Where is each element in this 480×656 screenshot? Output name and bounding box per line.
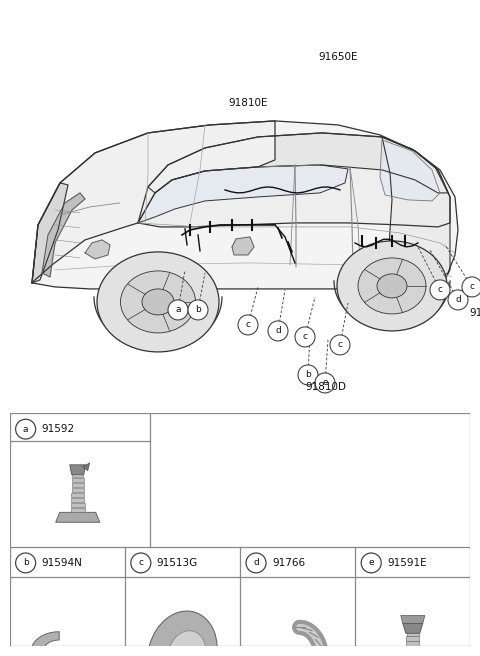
Text: e: e xyxy=(369,558,374,567)
Circle shape xyxy=(448,290,468,310)
Text: 91810D: 91810D xyxy=(305,382,347,392)
Polygon shape xyxy=(72,473,84,477)
Polygon shape xyxy=(407,631,419,636)
Circle shape xyxy=(330,335,350,355)
Polygon shape xyxy=(70,465,86,475)
Circle shape xyxy=(361,553,381,573)
Polygon shape xyxy=(71,508,85,512)
Text: d: d xyxy=(275,327,281,335)
Text: 91650E: 91650E xyxy=(318,52,358,62)
Text: d: d xyxy=(253,558,259,567)
Polygon shape xyxy=(32,121,458,289)
Polygon shape xyxy=(72,478,84,482)
Text: c: c xyxy=(302,333,308,341)
Polygon shape xyxy=(148,133,448,193)
Polygon shape xyxy=(138,133,450,227)
Circle shape xyxy=(168,300,188,320)
Polygon shape xyxy=(406,641,420,646)
Text: 91766: 91766 xyxy=(272,558,305,568)
Ellipse shape xyxy=(120,271,195,333)
Circle shape xyxy=(295,327,315,347)
Polygon shape xyxy=(406,651,420,656)
Polygon shape xyxy=(232,237,254,255)
Text: b: b xyxy=(305,371,311,379)
Circle shape xyxy=(315,373,335,393)
Text: 91810E: 91810E xyxy=(228,98,268,108)
Polygon shape xyxy=(83,463,90,471)
Polygon shape xyxy=(382,137,450,289)
Ellipse shape xyxy=(337,241,447,331)
Polygon shape xyxy=(380,140,440,201)
Text: a: a xyxy=(175,306,181,314)
Polygon shape xyxy=(72,488,84,492)
Text: e: e xyxy=(322,379,328,388)
Circle shape xyxy=(188,300,208,320)
Circle shape xyxy=(16,419,36,439)
Polygon shape xyxy=(407,636,419,641)
Polygon shape xyxy=(71,503,84,507)
Polygon shape xyxy=(406,646,420,651)
Polygon shape xyxy=(401,615,425,623)
Text: c: c xyxy=(437,285,443,295)
Polygon shape xyxy=(71,498,84,502)
Polygon shape xyxy=(56,512,100,522)
Polygon shape xyxy=(85,240,110,259)
Ellipse shape xyxy=(142,289,174,315)
Ellipse shape xyxy=(167,630,206,656)
Text: 91591E: 91591E xyxy=(387,558,427,568)
Text: b: b xyxy=(23,558,28,567)
Text: c: c xyxy=(138,558,144,567)
Text: 91592: 91592 xyxy=(42,424,75,434)
Circle shape xyxy=(268,321,288,341)
Text: c: c xyxy=(337,340,343,350)
Ellipse shape xyxy=(358,258,426,314)
Text: a: a xyxy=(23,424,28,434)
Text: 91650D: 91650D xyxy=(469,308,480,318)
Circle shape xyxy=(246,553,266,573)
Circle shape xyxy=(16,553,36,573)
Circle shape xyxy=(238,315,258,335)
Polygon shape xyxy=(32,121,275,283)
Polygon shape xyxy=(403,623,423,633)
Text: c: c xyxy=(245,320,251,329)
Polygon shape xyxy=(42,193,85,277)
Ellipse shape xyxy=(97,252,219,352)
Polygon shape xyxy=(32,183,68,283)
Polygon shape xyxy=(138,165,348,223)
Ellipse shape xyxy=(147,611,217,656)
Circle shape xyxy=(430,280,450,300)
Text: 91513G: 91513G xyxy=(157,558,198,568)
Polygon shape xyxy=(72,493,84,497)
Ellipse shape xyxy=(377,274,407,298)
Text: d: d xyxy=(455,295,461,304)
Text: b: b xyxy=(195,306,201,314)
Circle shape xyxy=(298,365,318,385)
Circle shape xyxy=(131,553,151,573)
Circle shape xyxy=(462,277,480,297)
Text: c: c xyxy=(469,283,475,291)
Text: 91594N: 91594N xyxy=(42,558,83,568)
Polygon shape xyxy=(72,483,84,487)
Polygon shape xyxy=(31,632,59,656)
